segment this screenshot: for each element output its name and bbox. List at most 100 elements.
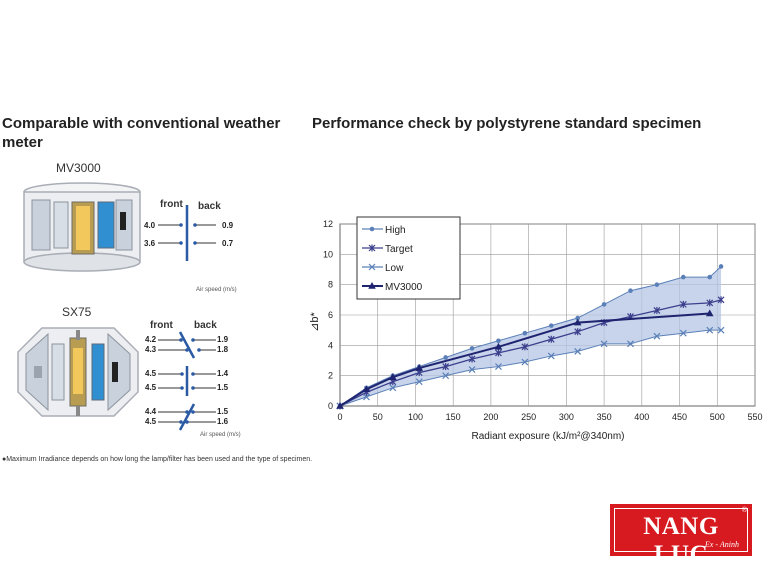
data-point-high bbox=[718, 264, 724, 269]
sx75-back-speed-5: 1.5 bbox=[217, 407, 229, 416]
data-point-high bbox=[707, 274, 713, 280]
sx75-back-speed-4: 1.5 bbox=[217, 383, 229, 392]
data-point-low bbox=[547, 352, 555, 360]
y-tick-label: 12 bbox=[323, 219, 333, 229]
data-point-low bbox=[362, 393, 370, 401]
sx75-back-speed-1: 1.9 bbox=[217, 335, 229, 344]
series-line-low bbox=[339, 329, 722, 407]
data-point-low bbox=[574, 347, 582, 355]
sx75-back-label: back bbox=[194, 320, 217, 331]
sx75-front-speed-3: 4.5 bbox=[145, 369, 157, 378]
mv3000-back-speed-1: 0.9 bbox=[222, 221, 234, 230]
data-point-target bbox=[468, 355, 476, 363]
data-point-mv3000 bbox=[362, 385, 371, 393]
data-point-high bbox=[575, 315, 580, 321]
y-tick-label: 10 bbox=[323, 249, 333, 259]
data-point-target bbox=[521, 343, 529, 351]
chart-series bbox=[336, 264, 725, 410]
x-axis-label: Radiant exposure (kJ/m²@340nm) bbox=[472, 431, 625, 442]
legend-marker-mv3000 bbox=[368, 282, 376, 289]
nang-luc-logo: NANG LUC Ex - Aninh ® bbox=[610, 504, 752, 568]
sx75-back-speed-2: 1.8 bbox=[217, 345, 229, 354]
legend-label-low: Low bbox=[385, 263, 404, 274]
mv3000-front-speed-2: 3.6 bbox=[144, 239, 156, 248]
legend-label-high: High bbox=[385, 225, 406, 236]
x-tick-label: 50 bbox=[373, 412, 383, 422]
data-point-mv3000 bbox=[705, 309, 714, 317]
mv3000-airflow-diagram bbox=[158, 205, 216, 261]
data-point-target bbox=[679, 300, 687, 308]
x-tick-label: 400 bbox=[634, 412, 649, 422]
y-axis-label: ⊿b* bbox=[309, 311, 321, 331]
sx75-front-speed-4: 4.5 bbox=[145, 383, 157, 392]
data-point-low bbox=[521, 358, 529, 366]
data-point-low bbox=[706, 326, 714, 334]
data-point-low bbox=[653, 332, 661, 340]
data-point-low bbox=[600, 340, 608, 348]
data-point-mv3000 bbox=[573, 318, 582, 326]
data-point-low bbox=[679, 329, 687, 337]
data-point-high bbox=[654, 282, 660, 287]
data-point-target bbox=[706, 299, 714, 307]
data-point-low bbox=[389, 384, 397, 392]
sx75-front-label: front bbox=[150, 320, 173, 331]
data-point-low bbox=[627, 340, 634, 348]
y-tick-label: 0 bbox=[328, 401, 333, 411]
x-tick-label: 200 bbox=[483, 412, 498, 422]
registered-icon: ® bbox=[741, 507, 747, 514]
data-point-mv3000 bbox=[336, 402, 344, 409]
data-point-target bbox=[574, 328, 582, 336]
sx75-front-speed-6: 4.5 bbox=[145, 417, 157, 426]
legend-label-target: Target bbox=[385, 244, 413, 255]
x-tick-label: 150 bbox=[446, 412, 461, 422]
data-point-target bbox=[653, 306, 661, 314]
mv3000-air-speed-label: Air speed (m/s) bbox=[196, 287, 237, 293]
mv3000-back-speed-2: 0.7 bbox=[222, 239, 234, 248]
data-point-mv3000 bbox=[415, 364, 424, 371]
data-point-high bbox=[522, 330, 528, 336]
sx75-front-speed-1: 4.2 bbox=[145, 335, 157, 344]
mv3000-front-label: front bbox=[160, 199, 183, 210]
legend-label-mv3000: MV3000 bbox=[385, 282, 423, 293]
data-point-high bbox=[496, 338, 501, 344]
performance-chart: 0 50 100 150 200 250 300 350 400 450 500 550 0 2 4 6 8 10… bbox=[309, 216, 763, 442]
data-point-high bbox=[469, 346, 475, 351]
x-tick-label: 450 bbox=[672, 412, 687, 422]
data-point-high bbox=[628, 288, 633, 294]
data-point-high bbox=[443, 355, 448, 360]
y-tick-label: 4 bbox=[328, 340, 333, 350]
series-line-high bbox=[339, 266, 722, 407]
x-tick-label: 350 bbox=[597, 412, 612, 422]
chart-legend: High Target Low MV3000 bbox=[356, 216, 461, 300]
logo-frame: NANG LUC Ex - Aninh ® bbox=[614, 507, 748, 568]
x-tick-label: 300 bbox=[559, 412, 574, 422]
x-tick-label: 100 bbox=[408, 412, 423, 422]
legend-marker-low bbox=[368, 263, 376, 271]
data-point-high bbox=[681, 274, 686, 280]
mv3000-back-label: back bbox=[198, 201, 221, 212]
legend-marker-target bbox=[368, 244, 376, 252]
data-point-high bbox=[601, 302, 607, 307]
left-section-title: Comparable with conventional weather met… bbox=[2, 115, 281, 151]
mv3000-front-speed-1: 4.0 bbox=[144, 221, 156, 230]
sx75-airflow-diagram bbox=[158, 331, 216, 431]
sx75-front-speed-5: 4.4 bbox=[145, 407, 157, 416]
footnote: ●Maximum Irradiance depends on how long … bbox=[2, 456, 313, 463]
data-point-target bbox=[547, 335, 555, 343]
data-point-low bbox=[495, 363, 502, 370]
data-point-low bbox=[415, 378, 423, 386]
sx75-back-speed-6: 1.6 bbox=[217, 417, 229, 426]
chart-section-title: Performance check by polystyrene standar… bbox=[312, 115, 702, 132]
y-tick-label: 2 bbox=[328, 371, 333, 381]
legend-marker-high bbox=[369, 226, 375, 232]
mv3000-illustration bbox=[23, 182, 141, 272]
mv3000-label: MV3000 bbox=[56, 161, 101, 175]
data-point-low bbox=[442, 372, 450, 380]
y-tick-label: 6 bbox=[328, 310, 333, 320]
data-point-mv3000 bbox=[494, 342, 503, 350]
data-point-target bbox=[717, 296, 725, 304]
sx75-air-speed-label: Air speed (m/s) bbox=[200, 432, 241, 438]
data-point-low bbox=[717, 326, 725, 334]
sx75-back-speed-3: 1.4 bbox=[217, 369, 229, 378]
data-point-low bbox=[468, 366, 476, 374]
